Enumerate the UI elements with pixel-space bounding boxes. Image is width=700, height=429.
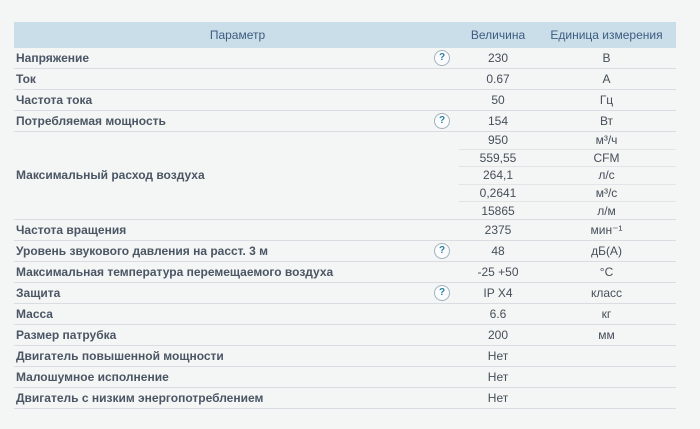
header-parameter: Параметр (209, 28, 266, 42)
param-cell: Защита ? (14, 284, 459, 301)
value-cell: 48 (491, 243, 505, 258)
header-unit: Единица измерения (550, 28, 663, 42)
unit-cell: CFM (593, 150, 620, 165)
help-icon[interactable]: ? (434, 50, 450, 66)
param-cell: Частота вращения ? (14, 222, 459, 238)
unit-cell: мин⁻¹ (590, 222, 623, 237)
value-cell: 2375 (484, 222, 512, 237)
param-label: Потребляемая мощность (16, 114, 166, 128)
unit-cell: Гц (599, 93, 614, 107)
param-cell: Уровень звукового давления на расст. 3 м… (14, 242, 459, 259)
param-cell: Размер патрубка ? (14, 327, 459, 343)
unit-variant-row: 264,1 л/с (459, 167, 676, 185)
param-label: Размер патрубка (16, 327, 117, 342)
unit-cell: А (602, 72, 611, 86)
table-row: Ток ? 0.67 А (14, 69, 676, 90)
help-icon[interactable]: ? (434, 113, 450, 129)
table-body: Напряжение ? 230 В Ток ? 0.67 А Частота … (14, 48, 676, 409)
param-label: Максимальный расход воздуха (16, 168, 205, 183)
table-row: Частота тока ? 50 Гц (14, 90, 676, 111)
param-label: Двигатель с низким энергопотреблением (16, 390, 264, 405)
value-cell: 200 (487, 327, 509, 342)
value-cell: Нет (487, 369, 509, 384)
param-label: Частота тока (16, 93, 93, 107)
param-label: Масса (16, 306, 53, 321)
value-cell: Нет (487, 390, 509, 405)
param-cell: Максимальный расход воздуха ? (14, 132, 459, 219)
help-icon[interactable]: ? (434, 242, 450, 259)
value-cell: 0,2641 (479, 186, 517, 201)
value-cell: Нет (487, 348, 509, 363)
table-row: Защита ? IP X4 класс (14, 283, 676, 304)
param-cell: Двигатель с низким энергопотреблением ? (14, 390, 459, 406)
unit-cell: класс (590, 285, 623, 300)
value-cell: 6.6 (489, 306, 507, 321)
table-row: Двигатель повышенной мощности ? Нет (14, 346, 676, 367)
value-cell: 559,55 (479, 150, 517, 165)
unit-cell: °C (599, 264, 614, 279)
param-cell: Ток ? (14, 71, 459, 87)
table-row: Размер патрубка ? 200 мм (14, 325, 676, 346)
param-label: Двигатель повышенной мощности (16, 348, 224, 363)
table-row: Малошумное исполнение ? Нет (14, 367, 676, 388)
table-row: Напряжение ? 230 В (14, 48, 676, 69)
param-cell: Максимальная температура перемещаемого в… (14, 264, 459, 280)
param-label: Уровень звукового давления на расст. 3 м (16, 243, 269, 258)
param-label: Напряжение (16, 51, 90, 65)
unit-cell: л/с (598, 168, 615, 183)
unit-variant-row: 0,2641 м³/с (459, 185, 676, 203)
value-cell: 15865 (481, 203, 515, 218)
param-cell: Малошумное исполнение ? (14, 369, 459, 385)
table-header-row: Параметр Величина Единица измерения (14, 22, 676, 48)
table-row-group: Максимальный расход воздуха ? 950 м³/ч 5… (14, 132, 676, 220)
unit-variants: 950 м³/ч 559,55 CFM 264,1 л/с 0,2641 м³/… (459, 132, 676, 219)
table-row: Частота вращения ? 2375 мин⁻¹ (14, 220, 676, 241)
value-cell: 264,1 (482, 168, 514, 183)
unit-cell: м³/с (595, 186, 618, 201)
param-cell: Напряжение ? (14, 50, 459, 66)
param-cell: Потребляемая мощность ? (14, 113, 459, 129)
value-cell: 154 (487, 114, 509, 128)
unit-cell: м³/ч (595, 133, 618, 148)
table-row: Двигатель с низким энергопотреблением ? … (14, 388, 676, 409)
value-cell: 0.67 (486, 72, 510, 86)
table-row: Потребляемая мощность ? 154 Вт (14, 111, 676, 132)
value-cell: IP X4 (483, 285, 513, 300)
param-cell: Частота тока ? (14, 92, 459, 108)
unit-cell: дБ(А) (591, 243, 622, 258)
unit-cell: В (602, 51, 611, 65)
header-value: Величина (470, 28, 526, 42)
unit-cell: л/м (597, 203, 616, 218)
unit-variant-row: 950 м³/ч (459, 132, 676, 150)
param-label: Максимальная температура перемещаемого в… (16, 264, 334, 279)
value-cell: 50 (491, 93, 505, 107)
param-label: Малошумное исполнение (16, 369, 169, 384)
param-label: Частота вращения (16, 222, 127, 237)
unit-variant-row: 559,55 CFM (459, 150, 676, 168)
table-row: Максимальная температура перемещаемого в… (14, 262, 676, 283)
table-row: Уровень звукового давления на расст. 3 м… (14, 241, 676, 262)
unit-cell: мм (598, 327, 615, 342)
param-label: Защита (16, 285, 61, 300)
unit-cell: Вт (599, 114, 614, 128)
table-row: Масса ? 6.6 кг (14, 304, 676, 325)
value-cell: -25 +50 (477, 264, 519, 279)
value-cell: 230 (487, 51, 509, 65)
value-cell: 950 (487, 133, 509, 148)
unit-cell: кг (601, 306, 612, 321)
unit-variant-row: 15865 л/м (459, 202, 676, 219)
param-cell: Двигатель повышенной мощности ? (14, 348, 459, 364)
param-label: Ток (16, 72, 36, 86)
param-cell: Масса ? (14, 306, 459, 322)
spec-table: Параметр Величина Единица измерения Напр… (14, 22, 676, 409)
help-icon[interactable]: ? (434, 284, 450, 301)
